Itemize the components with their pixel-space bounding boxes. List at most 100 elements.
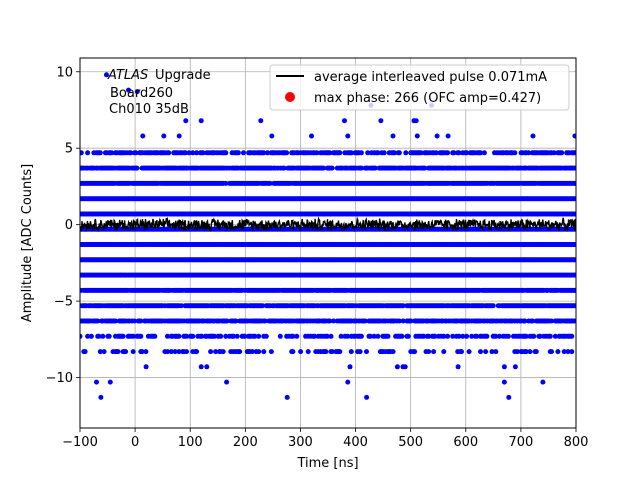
sample-point: [372, 165, 378, 171]
sample-point: [305, 349, 311, 355]
sample-point: [290, 349, 296, 355]
sample-point: [265, 150, 271, 156]
sample-point: [190, 333, 196, 339]
sample-point: [143, 364, 149, 370]
sample-point: [512, 364, 518, 370]
sample-point: [347, 364, 353, 370]
sample-point: [101, 349, 107, 355]
sample-point: [501, 364, 507, 370]
sample-point: [184, 349, 189, 355]
sample-point: [466, 349, 472, 355]
sample-point: [540, 379, 546, 385]
sample-point: [505, 333, 511, 339]
sample-point: [345, 379, 351, 385]
sample-point: [190, 150, 196, 156]
sample-point: [269, 133, 275, 139]
sample-point: [337, 150, 343, 156]
sample-point: [198, 364, 204, 370]
sample-point: [235, 150, 241, 156]
sample-point: [82, 349, 88, 355]
x-tick-label: 100: [178, 435, 203, 450]
sample-point: [506, 394, 512, 400]
sample-point: [403, 150, 409, 156]
sample-points: [80, 72, 576, 400]
board-label: Board260: [110, 86, 173, 101]
sample-point: [329, 165, 335, 171]
sample-point: [483, 349, 489, 355]
x-tick-label: 200: [233, 435, 258, 450]
sample-point: [399, 333, 405, 339]
sample-point: [261, 150, 267, 156]
sample-point: [418, 150, 424, 156]
legend-label-max-phase: max phase: 266 (OFC amp=0.427): [314, 91, 541, 106]
sample-point: [375, 150, 381, 156]
sample-point: [94, 379, 99, 385]
sample-point: [130, 349, 136, 355]
sample-point: [320, 165, 326, 171]
sample-point: [445, 150, 451, 156]
x-tick-label: 600: [453, 435, 478, 450]
sample-point: [501, 379, 507, 385]
sample-point: [143, 349, 149, 355]
y-axis-label: Amplitude [ADC Counts]: [20, 164, 35, 322]
legend-label-average-pulse: average interleaved pulse 0.071mA: [314, 70, 547, 85]
sample-point: [478, 349, 483, 355]
sample-point: [527, 349, 533, 355]
sample-point: [284, 394, 290, 400]
sample-point: [183, 118, 189, 124]
sample-point: [268, 349, 274, 355]
sample-point: [484, 333, 490, 339]
sample-point: [490, 303, 496, 309]
sample-point: [459, 349, 464, 355]
sample-point: [422, 165, 428, 171]
sample-point: [512, 150, 518, 156]
x-tick-label: 500: [398, 435, 423, 450]
sample-point: [573, 165, 576, 171]
sample-point: [176, 133, 182, 139]
sample-point: [451, 150, 457, 156]
sample-point: [267, 180, 273, 186]
y-tick-label: 10: [56, 65, 73, 80]
sample-point: [298, 349, 304, 355]
legend: average interleaved pulse 0.071mA max ph…: [269, 64, 570, 111]
y-tick-label: 5: [65, 142, 73, 157]
sample-point: [549, 349, 554, 355]
sample-point: [204, 364, 210, 370]
sample-point: [573, 196, 576, 202]
sample-point: [97, 150, 103, 156]
sample-point: [348, 150, 354, 156]
sample-point: [109, 150, 115, 156]
sample-point: [176, 333, 182, 339]
x-tick-label: 0: [131, 435, 139, 450]
sample-point: [115, 349, 121, 355]
sample-point: [573, 211, 576, 217]
sample-point: [441, 349, 447, 355]
y-tick-label: −10: [46, 371, 73, 386]
sample-point: [133, 150, 139, 156]
sample-point: [256, 349, 262, 355]
sample-point: [186, 150, 192, 156]
sample-point: [123, 349, 129, 355]
legend-marker-swatch: [285, 92, 295, 102]
sample-point: [412, 349, 418, 355]
sample-point: [569, 349, 575, 355]
sample-point: [241, 150, 246, 156]
sample-point: [547, 333, 553, 339]
sample-point: [345, 133, 351, 139]
sample-point: [431, 349, 437, 355]
sample-point: [493, 349, 499, 355]
sample-point: [161, 133, 167, 139]
sample-point: [413, 118, 419, 124]
sample-point: [390, 349, 396, 355]
sample-point: [555, 349, 561, 355]
sample-point: [80, 150, 84, 156]
sample-point: [140, 133, 146, 139]
sample-point: [200, 150, 206, 156]
sample-point: [106, 333, 112, 339]
sample-point: [327, 150, 333, 156]
x-axis-label: Time [ns]: [296, 456, 358, 471]
sample-point: [378, 118, 384, 124]
sample-point: [396, 150, 402, 156]
sample-point: [445, 133, 451, 139]
sample-point: [256, 333, 262, 339]
